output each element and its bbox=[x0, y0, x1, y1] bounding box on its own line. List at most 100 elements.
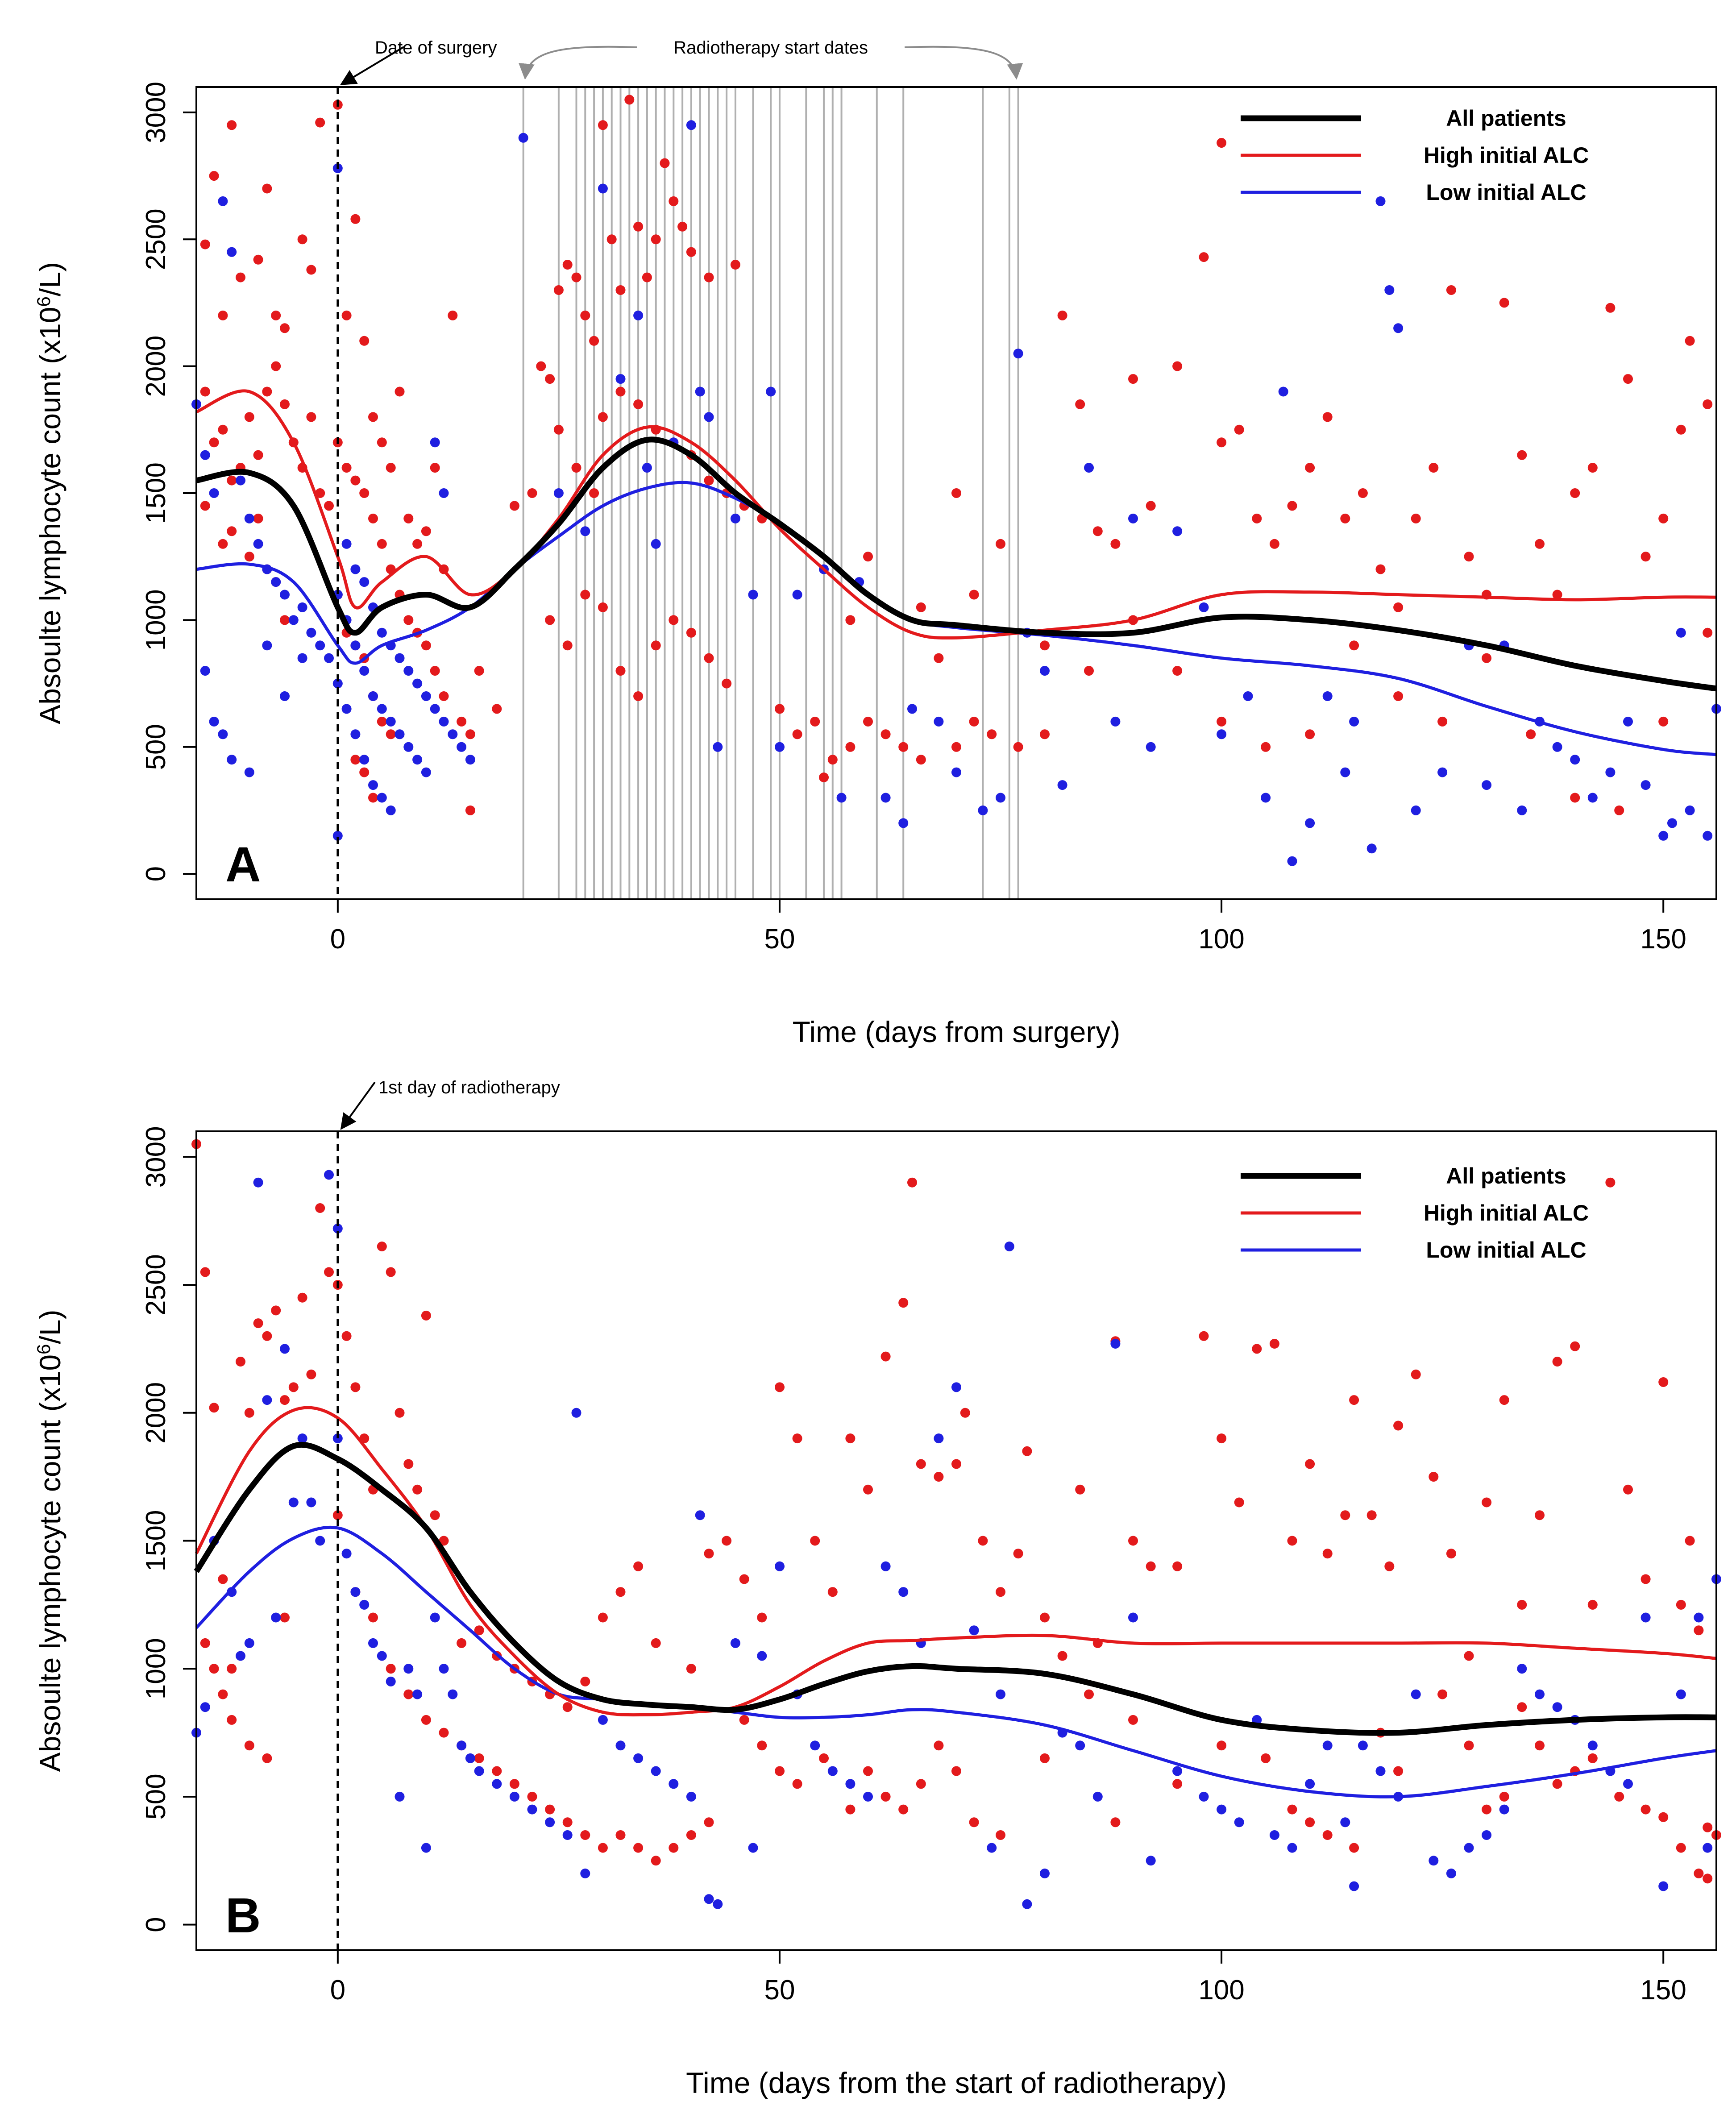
radiotherapy-start-lines bbox=[522, 87, 1019, 899]
low-alc-point bbox=[1375, 196, 1386, 206]
low-alc-point bbox=[1429, 1856, 1439, 1866]
low-alc-point bbox=[332, 831, 343, 841]
high-alc-point bbox=[527, 1791, 537, 1802]
low-alc-point bbox=[1676, 1689, 1686, 1699]
low-alc-point bbox=[1517, 1664, 1527, 1674]
low-alc-point bbox=[1464, 1843, 1474, 1853]
high-alc-point bbox=[978, 1536, 988, 1546]
low-alc-point bbox=[359, 577, 370, 587]
low-alc-point bbox=[775, 742, 785, 752]
radiotherapy-range-arrow-right bbox=[905, 46, 1023, 80]
low-alc-point bbox=[580, 1869, 590, 1878]
high-alc-point bbox=[1305, 463, 1315, 473]
y-tick-label: 1500 bbox=[141, 1510, 171, 1572]
high-alc-point bbox=[1685, 336, 1695, 346]
high-alc-point bbox=[757, 1612, 767, 1623]
low-alc-point bbox=[1092, 1791, 1103, 1802]
high-alc-point bbox=[545, 1804, 555, 1815]
high-alc-point bbox=[218, 539, 228, 549]
high-alc-point bbox=[244, 1408, 254, 1418]
high-alc-point bbox=[386, 463, 396, 473]
high-alc-point bbox=[1570, 488, 1580, 498]
low-alc-point bbox=[377, 627, 387, 638]
low-alc-point bbox=[332, 1433, 343, 1444]
high-alc-point bbox=[227, 1715, 237, 1725]
high-alc-point bbox=[633, 1843, 644, 1853]
high-alc-point bbox=[1269, 539, 1279, 549]
high-alc-point bbox=[403, 513, 414, 523]
high-alc-point bbox=[386, 1267, 396, 1277]
low-alc-point bbox=[695, 1510, 705, 1520]
low-alc-point bbox=[280, 590, 290, 600]
high-alc-point bbox=[1464, 552, 1474, 562]
low-alc-point bbox=[403, 666, 414, 676]
high-alc-point bbox=[1084, 666, 1094, 676]
high-alc-point bbox=[951, 742, 961, 752]
low-alc-point bbox=[368, 691, 378, 701]
high-alc-point bbox=[1057, 1651, 1067, 1661]
x-tick-label: 50 bbox=[764, 1975, 795, 2006]
high-alc-point bbox=[1269, 1339, 1279, 1349]
high-alc-point bbox=[1084, 1689, 1094, 1699]
low-alc-point bbox=[580, 526, 590, 536]
high-alc-point bbox=[244, 1740, 254, 1751]
legend-label: Low initial ALC bbox=[1426, 180, 1586, 205]
high-alc-point bbox=[1499, 298, 1509, 308]
y-tick-label: 1500 bbox=[141, 462, 171, 524]
low-alc-point bbox=[1269, 1830, 1279, 1840]
low-alc-point bbox=[1605, 767, 1616, 777]
high-alc-point bbox=[1411, 1369, 1421, 1379]
low-alc-points bbox=[191, 1170, 1721, 1909]
low-alc-point bbox=[395, 1791, 405, 1802]
low-alc-point bbox=[1322, 1740, 1333, 1751]
high-alc-point bbox=[1640, 1804, 1651, 1815]
low-initial-alc-curve bbox=[195, 1525, 1717, 1798]
high-alc-point bbox=[315, 1203, 325, 1213]
high-alc-point bbox=[386, 729, 396, 739]
low-alc-point bbox=[1658, 1881, 1669, 1891]
high-alc-point bbox=[1075, 399, 1085, 409]
high-alc-point bbox=[227, 475, 237, 486]
low-alc-point bbox=[324, 653, 334, 663]
high-alc-point bbox=[615, 386, 626, 397]
high-alc-point bbox=[598, 1843, 608, 1853]
high-alc-point bbox=[1640, 552, 1651, 562]
low-alc-point bbox=[951, 767, 961, 777]
low-alc-point bbox=[1482, 1830, 1492, 1840]
low-alc-point bbox=[430, 704, 440, 714]
high-alc-point bbox=[412, 1484, 423, 1495]
high-alc-point bbox=[1587, 1753, 1598, 1763]
annotations: Date of surgery Radiotherapy start dates bbox=[340, 38, 1023, 85]
high-alc-point bbox=[624, 95, 635, 105]
high-alc-point bbox=[651, 1638, 661, 1648]
low-alc-point bbox=[1217, 729, 1227, 739]
high-alc-point bbox=[660, 158, 670, 168]
low-alc-point bbox=[341, 539, 352, 549]
low-alc-point bbox=[713, 742, 723, 752]
high-alc-point bbox=[1172, 1779, 1183, 1789]
panel-b: 0 50 100 150 0 500 1000 1500 2000 2500 3000 Time … bbox=[33, 1078, 1721, 2099]
high-alc-point bbox=[200, 1638, 210, 1648]
low-alc-point bbox=[1446, 1869, 1456, 1878]
high-alc-point bbox=[951, 1459, 961, 1469]
low-alc-point bbox=[1040, 666, 1050, 676]
high-alc-point bbox=[1437, 1689, 1448, 1699]
low-alc-point bbox=[1146, 1856, 1156, 1866]
low-alc-point bbox=[262, 1395, 272, 1405]
high-alc-point bbox=[439, 1728, 449, 1738]
low-alc-point bbox=[1667, 818, 1677, 828]
low-alc-point bbox=[748, 1843, 758, 1853]
low-alc-point bbox=[1535, 1689, 1545, 1699]
high-alc-point bbox=[439, 691, 449, 701]
low-alc-point bbox=[297, 602, 307, 612]
high-alc-point bbox=[1393, 691, 1404, 701]
low-alc-point bbox=[1685, 805, 1695, 815]
low-alc-point bbox=[412, 1689, 423, 1699]
low-alc-point bbox=[439, 1664, 449, 1674]
high-alc-point bbox=[377, 716, 387, 727]
high-alc-point bbox=[775, 704, 785, 714]
high-alc-point bbox=[474, 1753, 484, 1763]
high-alc-point bbox=[1429, 1472, 1439, 1482]
high-alc-point bbox=[439, 1536, 449, 1546]
